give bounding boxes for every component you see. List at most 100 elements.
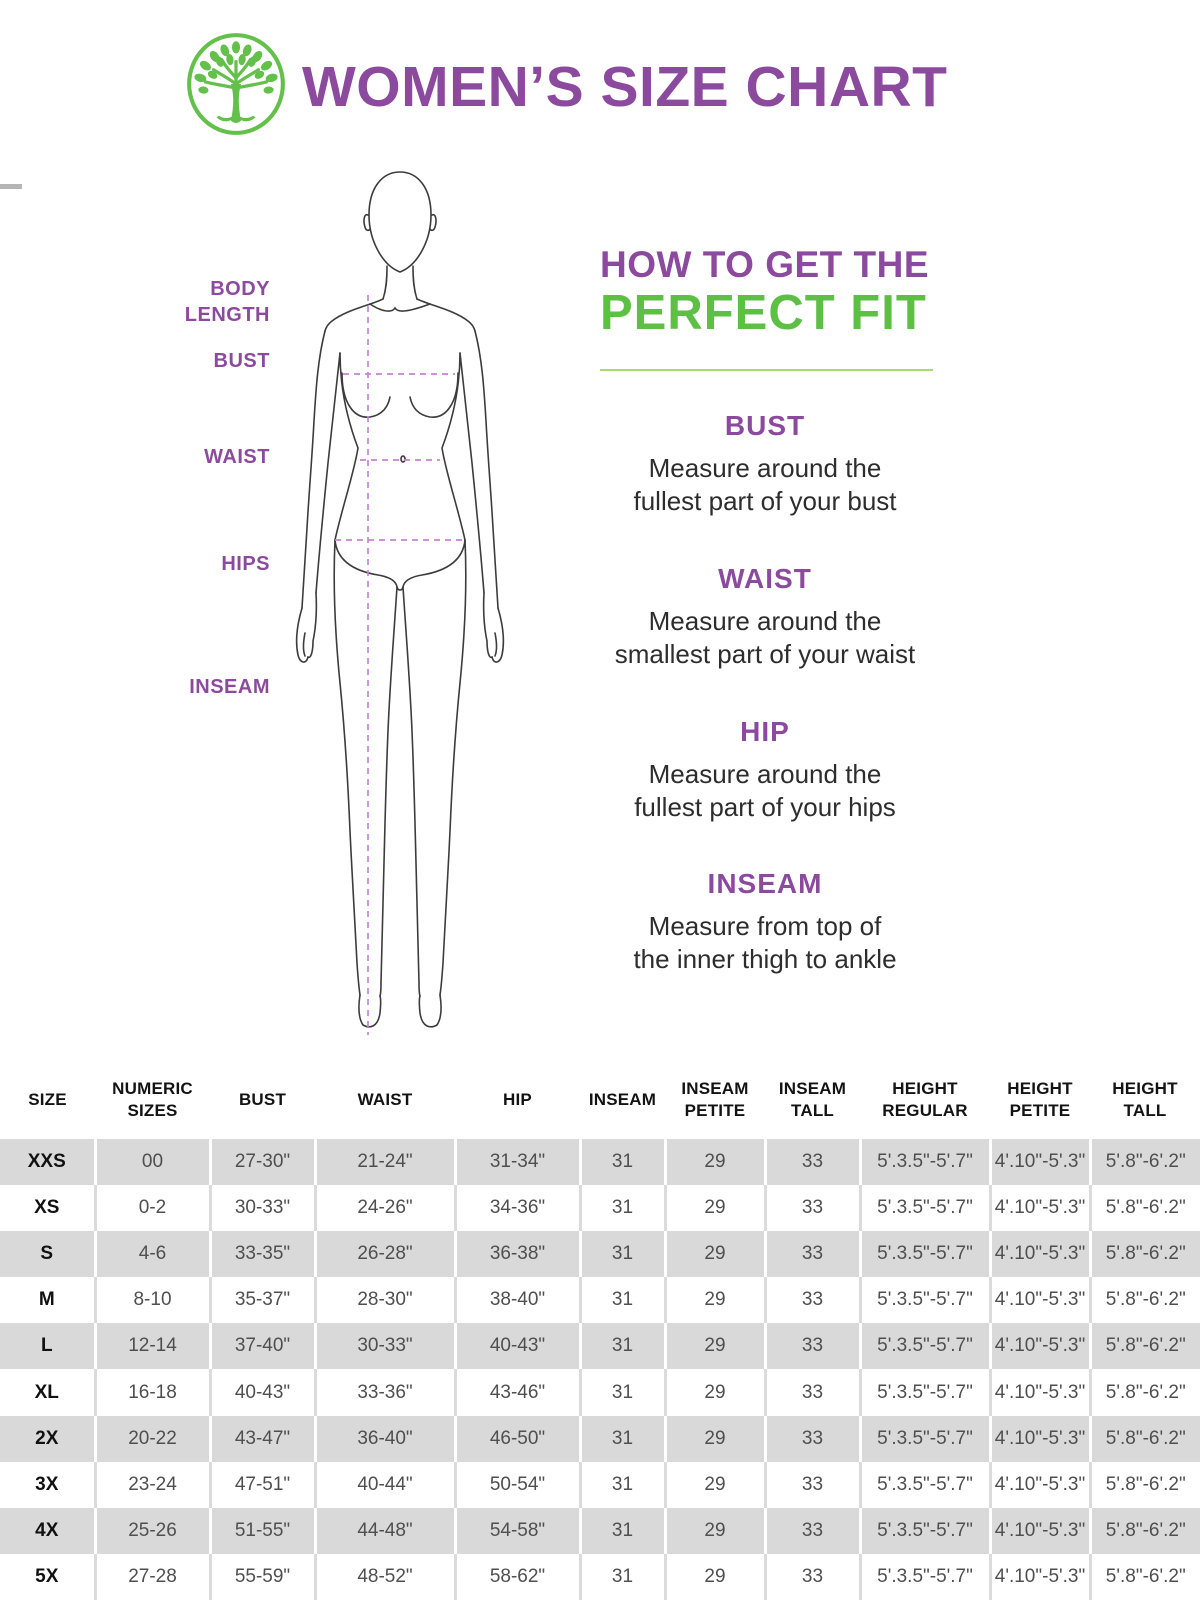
table-cell: 33 — [763, 1461, 860, 1508]
table-cell: 16-18 — [93, 1369, 210, 1416]
table-cell: 5'.8"-6'.2" — [1088, 1277, 1200, 1324]
table-cell: 33 — [763, 1277, 860, 1324]
table-cell: 44-48" — [313, 1507, 455, 1554]
table-cell: 37-40" — [208, 1323, 315, 1370]
table-cell: 55-59" — [208, 1553, 315, 1600]
label-waist: WAIST — [204, 446, 270, 468]
table-row: 3X 23-24 47-51" 40-44" 50-54" 31 29 33 5'.3.5"-5… — [0, 1461, 1200, 1508]
table-cell: 51-55" — [208, 1507, 315, 1554]
table-cell: 33 — [763, 1415, 860, 1462]
guide-heading-bust: BUST — [724, 410, 806, 441]
table-row: 4X 25-26 51-55" 44-48" 54-58" 31 29 33 5'.3.5"-5… — [0, 1507, 1200, 1554]
table-cell: 4'.10"-5'.3" — [988, 1139, 1090, 1186]
table-cell: 33 — [763, 1323, 860, 1370]
col-header-inseam-tall: INSEAM TALL — [778, 1079, 847, 1120]
table-cell: 40-43" — [453, 1323, 580, 1370]
table-cell: 31 — [578, 1185, 665, 1232]
table-cell: 5'.8"-6'.2" — [1088, 1369, 1200, 1416]
size-cell: XXS — [27, 1151, 66, 1173]
table-cell: 30-33" — [313, 1323, 455, 1370]
guide-text-hip: Measure around the fullest part of your … — [634, 759, 896, 822]
col-header-inseam: INSEAM — [588, 1089, 657, 1109]
table-cell: 24-26" — [313, 1185, 455, 1232]
table-row: XXS 00 27-30" 21-24" 31-34" 31 29 33 5'.3.5"-5'.… — [0, 1139, 1200, 1186]
col-header-height-regular: HEIGHT REGULAR — [882, 1079, 968, 1120]
table-cell: 5'.3.5"-5'.7" — [858, 1277, 990, 1324]
table-cell: 31 — [578, 1139, 665, 1186]
table-cell: 33-36" — [313, 1369, 455, 1416]
table-cell: 58-62" — [453, 1553, 580, 1600]
table-cell: 12-14 — [93, 1323, 210, 1370]
table-row: M 8-10 35-37" 28-30" 38-40" 31 29 33 5'.3.5"-5'.… — [0, 1277, 1200, 1324]
size-cell: M — [38, 1289, 55, 1311]
guide-heading-inseam: INSEAM — [707, 868, 823, 899]
table-cell: 48-52" — [313, 1553, 455, 1600]
label-hips: HIPS — [221, 553, 270, 575]
body-figure-illustration — [295, 171, 505, 1035]
table-cell: 4'.10"-5'.3" — [988, 1323, 1090, 1370]
table-cell: 5'.8"-6'.2" — [1088, 1507, 1200, 1554]
table-cell: 4'.10"-5'.3" — [988, 1553, 1090, 1600]
table-cell: 29 — [663, 1553, 765, 1600]
size-table: SIZE NUMERIC SIZES BUST WAIST HIP INSEAM… — [0, 1060, 1200, 1600]
guide-text-inseam: Measure from top of the inner thigh to a… — [633, 911, 897, 974]
edge-tick-mark — [0, 184, 22, 189]
table-cell: 40-43" — [208, 1369, 315, 1416]
size-cell: L — [40, 1335, 53, 1357]
table-cell: 4'.10"-5'.3" — [988, 1185, 1090, 1232]
table-cell: 34-36" — [453, 1185, 580, 1232]
table-header-row: SIZE NUMERIC SIZES BUST WAIST HIP INSEAM… — [0, 1060, 1200, 1139]
guide-divider — [600, 369, 933, 371]
table-cell: 28-30" — [313, 1277, 455, 1324]
table-cell: 4'.10"-5'.3" — [988, 1231, 1090, 1278]
table-cell: 5'.8"-6'.2" — [1088, 1185, 1200, 1232]
table-cell: 4'.10"-5'.3" — [988, 1369, 1090, 1416]
table-cell: 4'.10"-5'.3" — [988, 1461, 1090, 1508]
table-cell: 5'.3.5"-5'.7" — [858, 1139, 990, 1186]
col-header-bust: BUST — [238, 1089, 287, 1109]
table-cell: 33-35" — [208, 1231, 315, 1278]
table-cell: 31 — [578, 1553, 665, 1600]
table-cell: 29 — [663, 1185, 765, 1232]
col-header-size: SIZE — [28, 1089, 67, 1109]
table-cell: 31 — [578, 1231, 665, 1278]
table-cell: 5'.3.5"-5'.7" — [858, 1553, 990, 1600]
table-cell: 31 — [578, 1277, 665, 1324]
table-cell: 33 — [763, 1369, 860, 1416]
table-cell: 5'.8"-6'.2" — [1088, 1415, 1200, 1462]
size-table-body: XXS 00 27-30" 21-24" 31-34" 31 29 33 5'.3.5"-5'.… — [0, 1139, 1200, 1600]
table-cell: 5'.3.5"-5'.7" — [858, 1461, 990, 1508]
table-cell: 43-47" — [208, 1415, 315, 1462]
table-cell: 0-2 — [93, 1185, 210, 1232]
table-cell: 31 — [578, 1461, 665, 1508]
col-header-numeric-sizes: NUMERIC SIZES — [112, 1079, 193, 1120]
table-cell: 29 — [663, 1277, 765, 1324]
table-cell: 31 — [578, 1323, 665, 1370]
table-cell: 46-50" — [453, 1415, 580, 1462]
col-header-height-petite: HEIGHT PETITE — [1007, 1079, 1073, 1120]
label-inseam: INSEAM — [189, 676, 270, 698]
table-row: XS 0-2 30-33" 24-26" 34-36" 31 29 33 5'.3.5"-5'.… — [0, 1185, 1200, 1232]
table-cell: 30-33" — [208, 1185, 315, 1232]
table-cell: 43-46" — [453, 1369, 580, 1416]
guide-text-waist: Measure around the smallest part of your… — [614, 606, 916, 669]
guide-section-bust: BUST Measure around the fullest part of … — [585, 410, 945, 518]
table-cell: 21-24" — [313, 1139, 455, 1186]
size-cell: 5X — [35, 1565, 59, 1587]
guide-heading-waist: WAIST — [718, 563, 812, 594]
table-cell: 5'.8"-6'.2" — [1088, 1231, 1200, 1278]
table-row: 2X 20-22 43-47" 36-40" 46-50" 31 29 33 5'.3.5"-5… — [0, 1415, 1200, 1462]
table-cell: 31 — [578, 1369, 665, 1416]
table-cell: 47-51" — [208, 1461, 315, 1508]
table-cell: 29 — [663, 1507, 765, 1554]
table-cell: 5'.3.5"-5'.7" — [858, 1507, 990, 1554]
col-header-height-tall: HEIGHT TALL — [1112, 1079, 1178, 1120]
table-cell: 8-10 — [93, 1277, 210, 1324]
table-cell: 5'.3.5"-5'.7" — [858, 1185, 990, 1232]
guide-heading-hip: HIP — [740, 716, 790, 747]
table-cell: 5'.8"-6'.2" — [1088, 1461, 1200, 1508]
size-cell: S — [40, 1243, 54, 1265]
table-cell: 27-28 — [93, 1553, 210, 1600]
table-cell: 50-54" — [453, 1461, 580, 1508]
